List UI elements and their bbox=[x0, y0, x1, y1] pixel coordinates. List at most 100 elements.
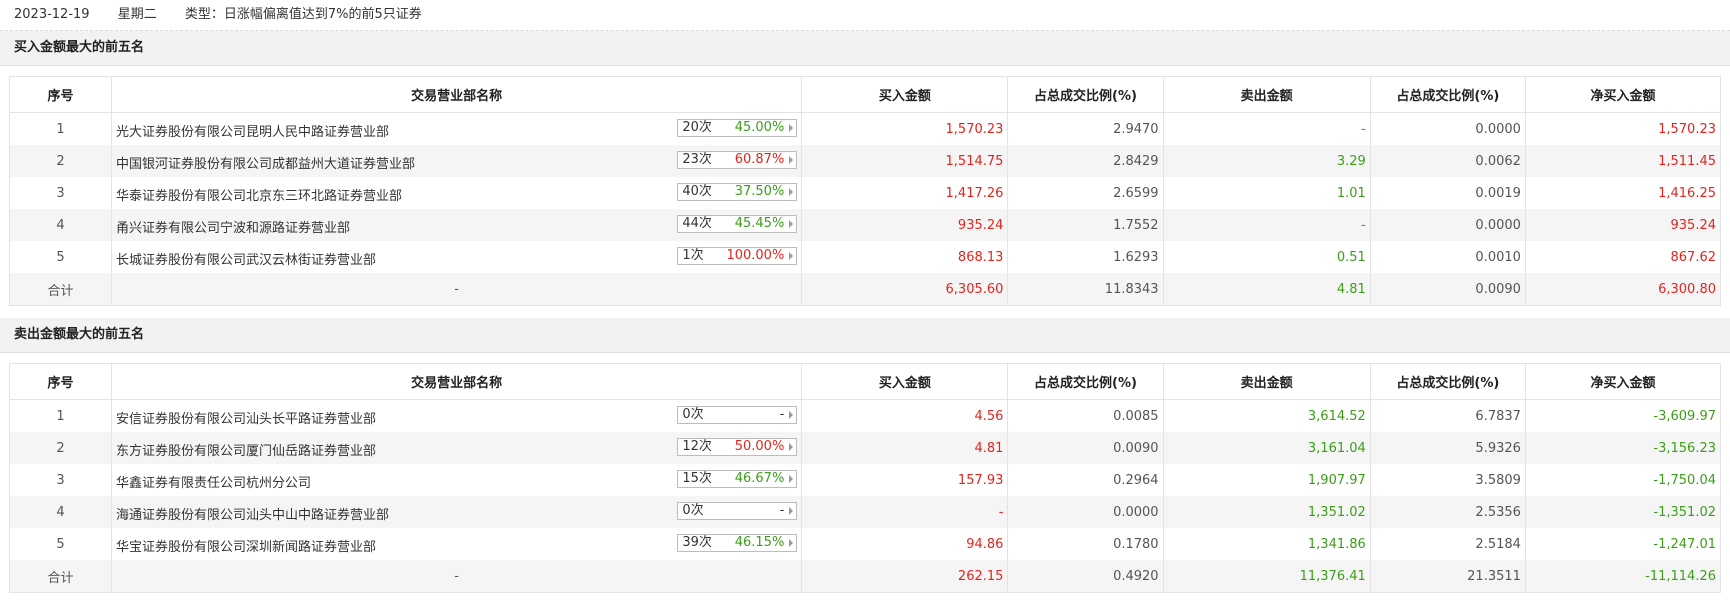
branch-name-cell: 华宝证券股份有限公司深圳新闻路证券营业部 39次 46.15% bbox=[111, 528, 803, 560]
col-net-amount: 净买入金额 bbox=[1524, 363, 1722, 400]
branch-name-link[interactable]: 安信证券股份有限公司汕头长平路证券营业部 bbox=[115, 412, 376, 427]
col-sell-ratio: 占总成交比例(%) bbox=[1369, 76, 1526, 113]
sell-amount-cell: 3,161.04 bbox=[1163, 432, 1371, 464]
buy-amount-cell: 4.81 bbox=[801, 432, 1009, 464]
branch-stat-box[interactable]: 23次 60.87% bbox=[677, 151, 798, 169]
branch-name-link[interactable]: 甬兴证券有限公司宁波和源路证券营业部 bbox=[115, 221, 350, 236]
branch-stat-box[interactable]: 1次 100.00% bbox=[677, 247, 798, 265]
total-label: 合计 bbox=[9, 273, 112, 306]
buy-ratio-cell: 0.2964 bbox=[1007, 464, 1164, 496]
branch-name-link[interactable]: 华宝证券股份有限公司深圳新闻路证券营业部 bbox=[115, 540, 376, 555]
col-buy-amount: 买入金额 bbox=[801, 363, 1009, 400]
branch-name-link[interactable]: 华鑫证券有限责任公司杭州分公司 bbox=[115, 476, 311, 491]
sell-ratio-cell: 0.0010 bbox=[1370, 241, 1526, 273]
stat-percent: 50.00% bbox=[734, 439, 785, 454]
buy-table-wrap: 序号 交易营业部名称 买入金额 占总成交比例(%) 卖出金额 占总成交比例(%)… bbox=[0, 66, 1730, 306]
branch-stat-box[interactable]: 12次 50.00% bbox=[677, 438, 798, 456]
total-row: 合计 -6,305.60 11.8343 4.81 0.0090 6,300.80 bbox=[9, 273, 1722, 306]
branch-stat-box[interactable]: 40次 37.50% bbox=[677, 183, 798, 201]
table-row: 3 华鑫证券有限责任公司杭州分公司 15次 46.67% 157.93 0.2964 1,9… bbox=[9, 464, 1722, 496]
buy-ratio-cell: 2.6599 bbox=[1007, 177, 1164, 209]
rank-cell: 1 bbox=[9, 112, 112, 145]
buy-ratio-cell: 0.0085 bbox=[1007, 399, 1164, 432]
chevron-right-icon bbox=[789, 539, 794, 547]
stat-count: 44次 bbox=[682, 216, 712, 231]
branch-name-cell: 华泰证券股份有限公司北京东三环北路证券营业部 40次 37.50% bbox=[111, 177, 803, 209]
branch-name-cell: 中国银河证券股份有限公司成都益州大道证券营业部 23次 60.87% bbox=[111, 145, 803, 177]
stat-percent: 46.15% bbox=[734, 535, 785, 550]
branch-stat-box[interactable]: 0次 - bbox=[677, 406, 798, 424]
stat-count: 0次 bbox=[682, 407, 704, 422]
branch-stat-box[interactable]: 44次 45.45% bbox=[677, 215, 798, 233]
net-amount-cell: 1,416.25 bbox=[1525, 177, 1722, 209]
buy-ratio-cell: 0.1780 bbox=[1007, 528, 1164, 560]
chevron-right-icon bbox=[789, 475, 794, 483]
total-buy-ratio: 0.4920 bbox=[1007, 560, 1164, 593]
branch-name-cell: 安信证券股份有限公司汕头长平路证券营业部 0次 - bbox=[111, 399, 803, 432]
stat-count: 40次 bbox=[682, 184, 712, 199]
stat-count: 12次 bbox=[682, 439, 712, 454]
stat-percent: 46.67% bbox=[734, 471, 785, 486]
col-branch-name: 交易营业部名称 bbox=[110, 76, 803, 113]
report-header: 2023-12-19 星期二 类型：日涨幅偏离值达到7%的前5只证券 bbox=[0, 0, 1730, 31]
col-rank: 序号 bbox=[9, 76, 112, 113]
sell-table-header: 序号 交易营业部名称 买入金额 占总成交比例(%) 卖出金额 占总成交比例(%)… bbox=[9, 363, 1722, 400]
sell-ratio-cell: 0.0019 bbox=[1370, 177, 1526, 209]
sell-ratio-cell: 3.5809 bbox=[1370, 464, 1526, 496]
branch-name-cell: 甬兴证券有限公司宁波和源路证券营业部 44次 45.45% bbox=[111, 209, 803, 241]
sell-table-body: 1 安信证券股份有限公司汕头长平路证券营业部 0次 - 4.56 0.0085 3,614.… bbox=[9, 399, 1722, 593]
buy-amount-cell: - bbox=[801, 496, 1009, 528]
col-sell-amount: 卖出金额 bbox=[1162, 76, 1371, 113]
table-row: 2 中国银河证券股份有限公司成都益州大道证券营业部 23次 60.87% 1,514.7… bbox=[9, 145, 1722, 177]
col-sell-amount: 卖出金额 bbox=[1162, 363, 1371, 400]
stat-count: 39次 bbox=[682, 535, 712, 550]
table-row: 5 长城证券股份有限公司武汉云林街证券营业部 1次 100.00% 868.13 1.62… bbox=[9, 241, 1722, 273]
branch-name-cell: 海通证券股份有限公司汕头中山中路证券营业部 0次 - bbox=[111, 496, 803, 528]
buy-amount-cell: 1,514.75 bbox=[801, 145, 1009, 177]
table-row: 1 光大证券股份有限公司昆明人民中路证券营业部 20次 45.00% 1,570.23 2… bbox=[9, 112, 1722, 145]
stat-count: 15次 bbox=[682, 471, 712, 486]
rank-cell: 1 bbox=[9, 399, 112, 432]
rank-cell: 5 bbox=[9, 241, 112, 273]
buy-amount-cell: 868.13 bbox=[801, 241, 1009, 273]
sell-amount-cell: 0.51 bbox=[1163, 241, 1371, 273]
total-label: 合计 bbox=[9, 560, 112, 593]
total-sell-amount: 4.81 bbox=[1163, 273, 1371, 306]
total-name: - bbox=[111, 273, 803, 306]
col-sell-ratio: 占总成交比例(%) bbox=[1369, 363, 1526, 400]
net-amount-cell: -3,609.97 bbox=[1525, 399, 1722, 432]
sell-amount-cell: 1,341.86 bbox=[1163, 528, 1371, 560]
table-row: 1 安信证券股份有限公司汕头长平路证券营业部 0次 - 4.56 0.0085 3,614.… bbox=[9, 399, 1722, 432]
sell-ratio-cell: 2.5184 bbox=[1370, 528, 1526, 560]
sell-amount-cell: 1,351.02 bbox=[1163, 496, 1371, 528]
branch-stat-box[interactable]: 20次 45.00% bbox=[677, 119, 798, 137]
stat-percent: - bbox=[779, 407, 785, 422]
branch-stat-box[interactable]: 0次 - bbox=[677, 502, 798, 520]
net-amount-cell: 867.62 bbox=[1525, 241, 1722, 273]
branch-name-link[interactable]: 中国银河证券股份有限公司成都益州大道证券营业部 bbox=[115, 157, 415, 172]
branch-name-link[interactable]: 东方证券股份有限公司厦门仙岳路证券营业部 bbox=[115, 444, 376, 459]
buy-ratio-cell: 2.8429 bbox=[1007, 145, 1164, 177]
stat-count: 20次 bbox=[682, 120, 712, 135]
sell-section-title: 卖出金额最大的前五名 bbox=[0, 318, 1730, 353]
report-type: 类型：日涨幅偏离值达到7%的前5只证券 bbox=[184, 7, 422, 22]
buy-table: 序号 交易营业部名称 买入金额 占总成交比例(%) 卖出金额 占总成交比例(%)… bbox=[9, 76, 1722, 306]
total-sell-amount: 11,376.41 bbox=[1163, 560, 1371, 593]
rank-cell: 2 bbox=[9, 145, 112, 177]
sell-amount-cell: 1.01 bbox=[1163, 177, 1371, 209]
stat-percent: 60.87% bbox=[734, 152, 785, 167]
total-sell-ratio: 0.0090 bbox=[1370, 273, 1526, 306]
branch-stat-box[interactable]: 15次 46.67% bbox=[677, 470, 798, 488]
rank-cell: 2 bbox=[9, 432, 112, 464]
stat-percent: 100.00% bbox=[726, 248, 785, 263]
total-buy-amount: 6,305.60 bbox=[801, 273, 1009, 306]
branch-name-link[interactable]: 海通证券股份有限公司汕头中山中路证券营业部 bbox=[115, 508, 389, 523]
branch-name-link[interactable]: 长城证券股份有限公司武汉云林街证券营业部 bbox=[115, 253, 376, 268]
branch-name-link[interactable]: 华泰证券股份有限公司北京东三环北路证券营业部 bbox=[115, 189, 402, 204]
buy-ratio-cell: 0.0090 bbox=[1007, 432, 1164, 464]
sell-ratio-cell: 0.0000 bbox=[1370, 112, 1526, 145]
table-row: 4 海通证券股份有限公司汕头中山中路证券营业部 0次 - -0.0000 1,351.02… bbox=[9, 496, 1722, 528]
branch-name-link[interactable]: 光大证券股份有限公司昆明人民中路证券营业部 bbox=[115, 125, 389, 140]
branch-stat-box[interactable]: 39次 46.15% bbox=[677, 534, 798, 552]
rank-cell: 5 bbox=[9, 528, 112, 560]
